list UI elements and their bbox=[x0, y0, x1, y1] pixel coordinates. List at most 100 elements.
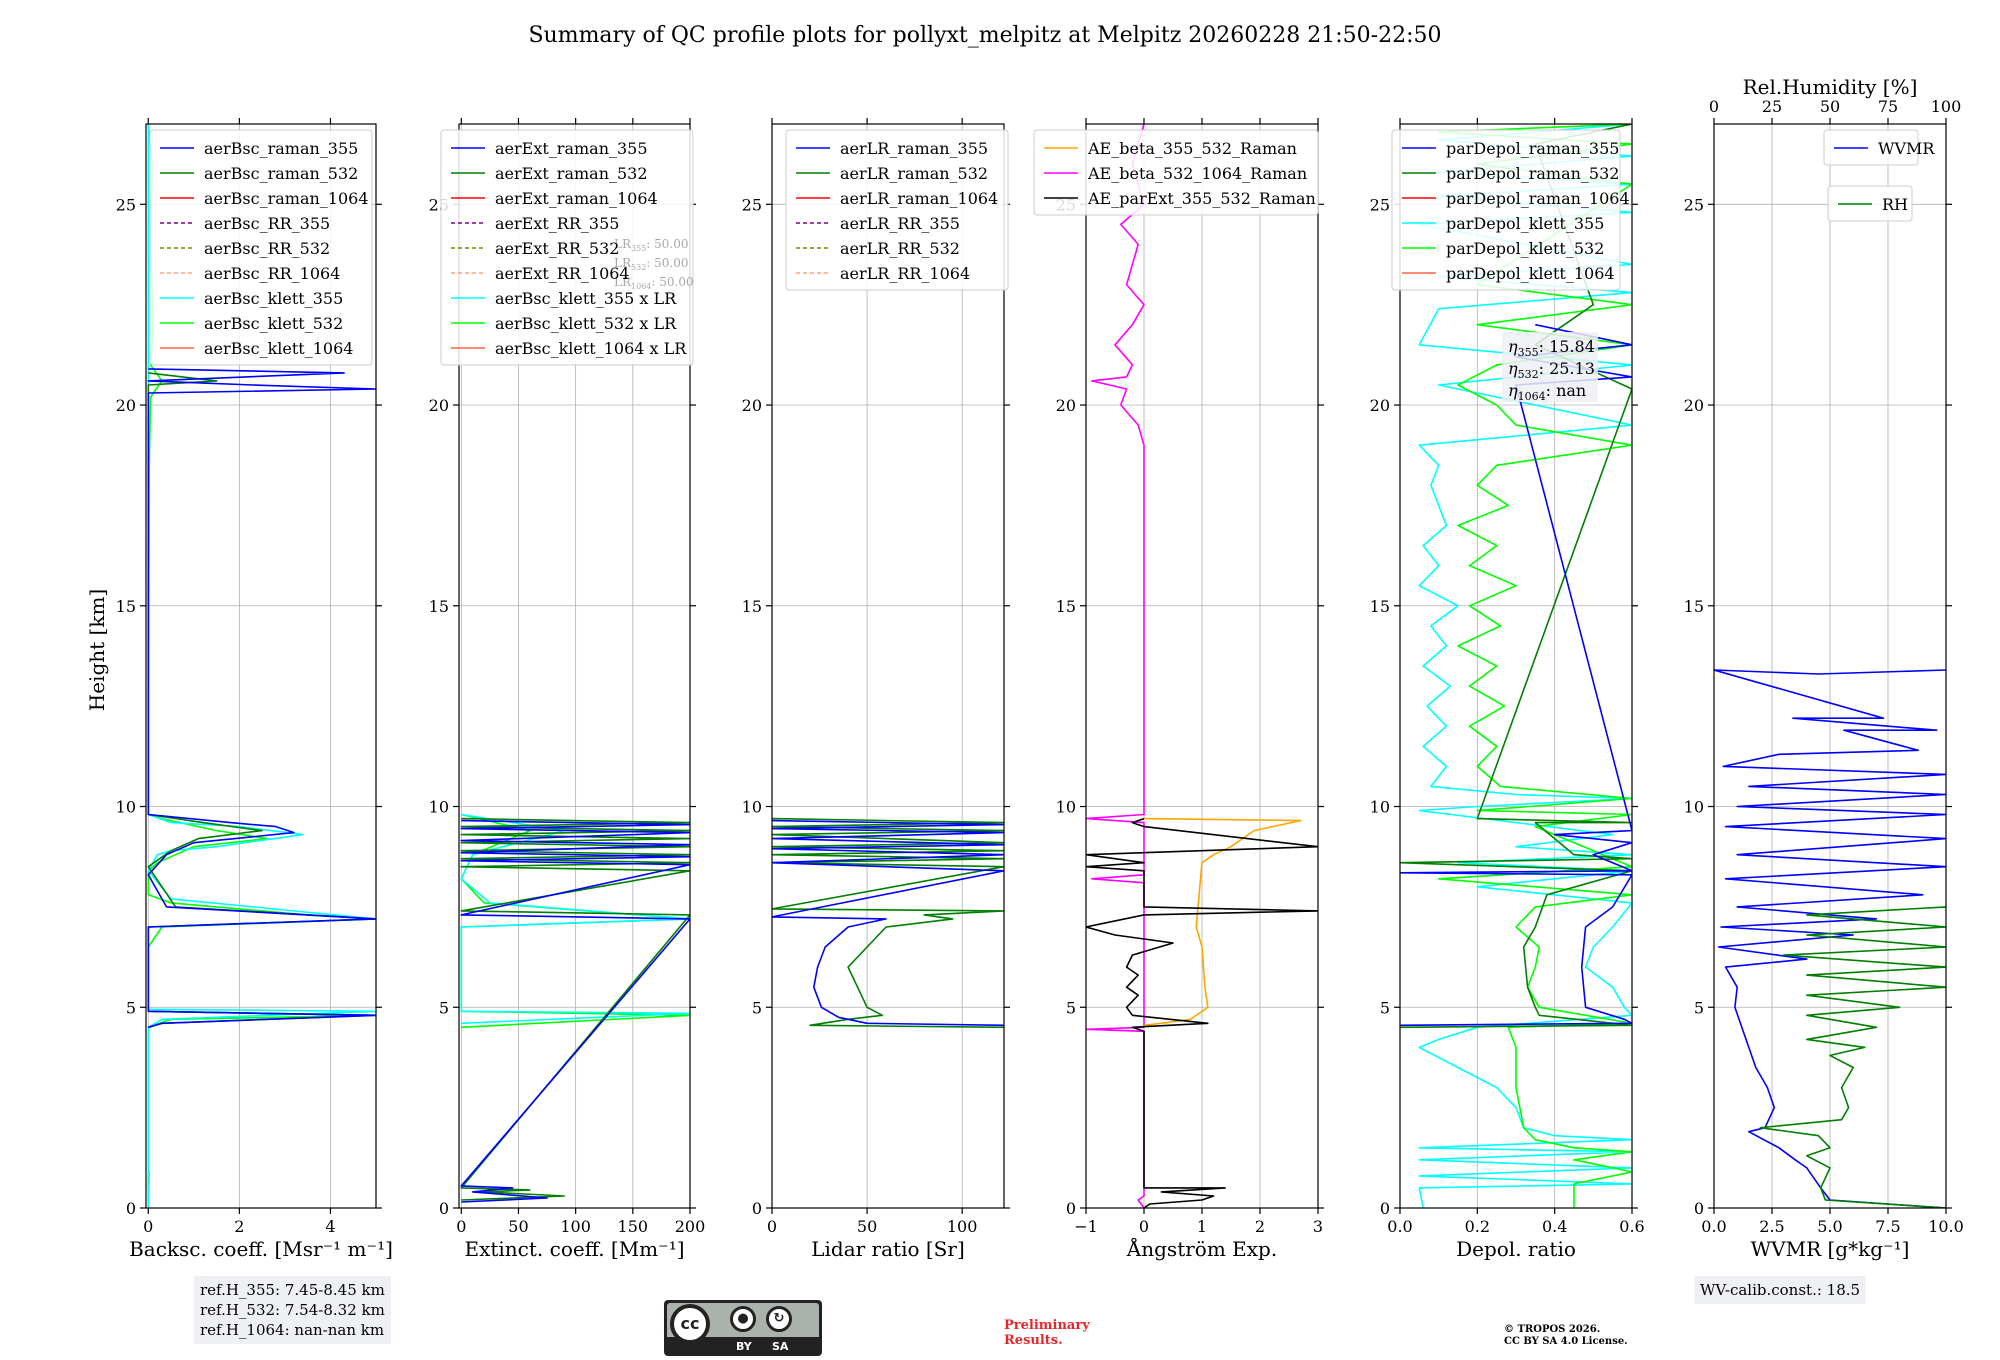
y-tick-label: 15 bbox=[1056, 597, 1076, 616]
series-group bbox=[1714, 669, 1946, 1208]
panel-wv: 0.0 2.5 5.0 7.5 10.0 0 5 10 15 20 25 WVMR [g*kg⁻¹] 0… bbox=[1684, 75, 1964, 1261]
legend-label: parDepol_klett_1064 bbox=[1446, 264, 1615, 283]
attribution-icon: ● bbox=[730, 1306, 756, 1332]
legend-label: aerExt_raman_532 bbox=[495, 164, 648, 183]
x-tick-label: 50 bbox=[857, 1217, 877, 1236]
y-tick-label: 25 bbox=[116, 195, 136, 214]
series-parDepol_klett_355 bbox=[1418, 124, 1632, 1208]
y-tick-label: 5 bbox=[752, 998, 762, 1017]
legend-label: aerLR_RR_1064 bbox=[840, 264, 970, 283]
legend-label: aerBsc_klett_1064 bbox=[204, 339, 353, 358]
legend-label: aerBsc_RR_1064 bbox=[204, 264, 340, 283]
series-aerLR_raman_355 bbox=[772, 819, 1004, 1027]
series-parDepol_klett_532 bbox=[1437, 124, 1632, 1208]
legend-wvmr: WVMR bbox=[1823, 129, 1935, 166]
y-tick-label: 5 bbox=[1694, 998, 1704, 1017]
legend-depol: parDepol_raman_355 parDepol_raman_532 parD… bbox=[1391, 129, 1630, 291]
series-group bbox=[147, 124, 376, 1208]
y-tick-label: 5 bbox=[1066, 998, 1076, 1017]
legend-label: aerExt_raman_1064 bbox=[495, 189, 658, 208]
panel-frame bbox=[145, 123, 377, 1209]
series-AE_beta_532_1064_Raman bbox=[1086, 124, 1145, 1208]
x-tick-label: 200 bbox=[675, 1217, 706, 1236]
legend-label: parDepol_klett_355 bbox=[1446, 214, 1604, 233]
top-x-tick-label: 75 bbox=[1878, 97, 1898, 116]
ref-height-box: ref.H_355: 7.45-8.45 km ref.H_532: 7.54-… bbox=[194, 1276, 391, 1344]
y-tick-label: 20 bbox=[429, 396, 449, 415]
y-tick-label: 15 bbox=[1684, 597, 1704, 616]
preliminary-note: Preliminary Results. bbox=[1004, 1318, 1090, 1348]
legend-label: aerLR_raman_1064 bbox=[840, 189, 998, 208]
legend-label: AE_parExt_355_532_Raman bbox=[1087, 189, 1316, 208]
series-group bbox=[772, 817, 1004, 1029]
x-tick-label: 3 bbox=[1313, 1217, 1323, 1236]
eta-label-532: η532: 25.13 bbox=[1508, 359, 1595, 381]
x-tick-label: 100 bbox=[947, 1217, 978, 1236]
cc-license-badge: cc ● ↻ BY SA bbox=[664, 1300, 822, 1356]
copyright-note: © TROPOS 2026. CC BY SA 4.0 License. bbox=[1504, 1324, 1628, 1348]
top-x-tick-label: 25 bbox=[1762, 97, 1782, 116]
legend-label: parDepol_raman_1064 bbox=[1446, 189, 1630, 208]
eta-box bbox=[1502, 332, 1598, 402]
top-x-tick-label: 0 bbox=[1709, 97, 1719, 116]
series-aerBsc_klett_355 x LR bbox=[460, 813, 690, 1025]
legend-label: aerBsc_RR_355 bbox=[204, 214, 330, 233]
x-axis-label: Lidar ratio [Sr] bbox=[811, 1237, 965, 1261]
legend-label: aerBsc_raman_532 bbox=[204, 164, 358, 183]
x-axis-label: WVMR [g*kg⁻¹] bbox=[1751, 1237, 1910, 1261]
x-tick-label: 100 bbox=[560, 1217, 591, 1236]
x-axis-label: Extinct. coeff. [Mm⁻¹] bbox=[464, 1237, 684, 1261]
y-tick-label: 5 bbox=[439, 998, 449, 1017]
top-x-tick-label: 100 bbox=[1931, 97, 1962, 116]
legend-label: aerBsc_RR_532 bbox=[204, 239, 330, 258]
series-AE_beta_355_532_Raman bbox=[1143, 817, 1302, 1027]
panel-depol: 0.0 0.2 0.4 0.6 0 5 10 15 20 25 Depol. ratio parDep… bbox=[1370, 118, 1645, 1261]
series-aerBsc_raman_532 bbox=[147, 372, 376, 1029]
x-tick-label: 10.0 bbox=[1928, 1217, 1964, 1236]
x-tick-label: 0 bbox=[1139, 1217, 1149, 1236]
x-tick-label: 150 bbox=[618, 1217, 649, 1236]
x-tick-label: 0.0 bbox=[1701, 1217, 1726, 1236]
legend-label: AE_beta_355_532_Raman bbox=[1087, 139, 1297, 158]
series-group bbox=[1086, 124, 1318, 1208]
legend-label: aerBsc_klett_1064 x LR bbox=[495, 339, 687, 358]
x-tick-label: 50 bbox=[508, 1217, 528, 1236]
series-AE_parExt_355_532_Raman bbox=[1086, 817, 1318, 1208]
legend-label: aerExt_raman_355 bbox=[495, 139, 648, 158]
y-tick-label: 10 bbox=[742, 798, 762, 817]
y-tick-label: 25 bbox=[1370, 195, 1390, 214]
y-tick-label: 0 bbox=[1066, 1199, 1076, 1218]
cc-logo-icon: cc bbox=[670, 1304, 710, 1344]
legend-lr: aerLR_raman_355 aerLR_raman_532 aerLR_rama… bbox=[785, 129, 1009, 291]
y-tick-label: 10 bbox=[116, 798, 136, 817]
legend-label: AE_beta_532_1064_Raman bbox=[1087, 164, 1307, 183]
y-tick-label: 20 bbox=[116, 396, 136, 415]
y-tick-label: 25 bbox=[742, 195, 762, 214]
legend-label: aerLR_raman_532 bbox=[840, 164, 988, 183]
preliminary-line-2: Results. bbox=[1004, 1333, 1063, 1348]
legend-label: parDepol_raman_532 bbox=[1446, 164, 1619, 183]
legend-rh: RH bbox=[1827, 185, 1913, 222]
legend-label: aerBsc_klett_532 bbox=[204, 314, 343, 333]
y-tick-label: 0 bbox=[439, 1199, 449, 1218]
legend-label: aerBsc_klett_355 x LR bbox=[495, 289, 677, 308]
legend-label: parDepol_klett_532 bbox=[1446, 239, 1604, 258]
x-tick-label: 0.2 bbox=[1465, 1217, 1490, 1236]
legend-frame bbox=[440, 129, 694, 366]
cc-sa-label: SA bbox=[772, 1340, 789, 1353]
x-tick-label: 0.4 bbox=[1542, 1217, 1567, 1236]
legend-label: aerLR_RR_355 bbox=[840, 214, 960, 233]
eta-label-355: η355: 15.84 bbox=[1508, 337, 1595, 359]
y-tick-label: 10 bbox=[429, 798, 449, 817]
series-aerLR_raman_532 bbox=[772, 817, 1004, 1029]
x-tick-label: 0.6 bbox=[1619, 1217, 1644, 1236]
series-aerExt_raman_355 bbox=[460, 819, 690, 1203]
lr-label-355: LR355: 50.00 bbox=[614, 237, 689, 253]
ref-height-355: ref.H_355: 7.45-8.45 km bbox=[200, 1281, 385, 1299]
y-tick-label: 15 bbox=[742, 597, 762, 616]
x-axis-label: Backsc. coeff. [Msr⁻¹ m⁻¹] bbox=[129, 1237, 393, 1261]
legend-label: aerExt_RR_1064 bbox=[495, 264, 630, 283]
figure-title: Summary of QC profile plots for pollyxt_… bbox=[528, 23, 1441, 48]
